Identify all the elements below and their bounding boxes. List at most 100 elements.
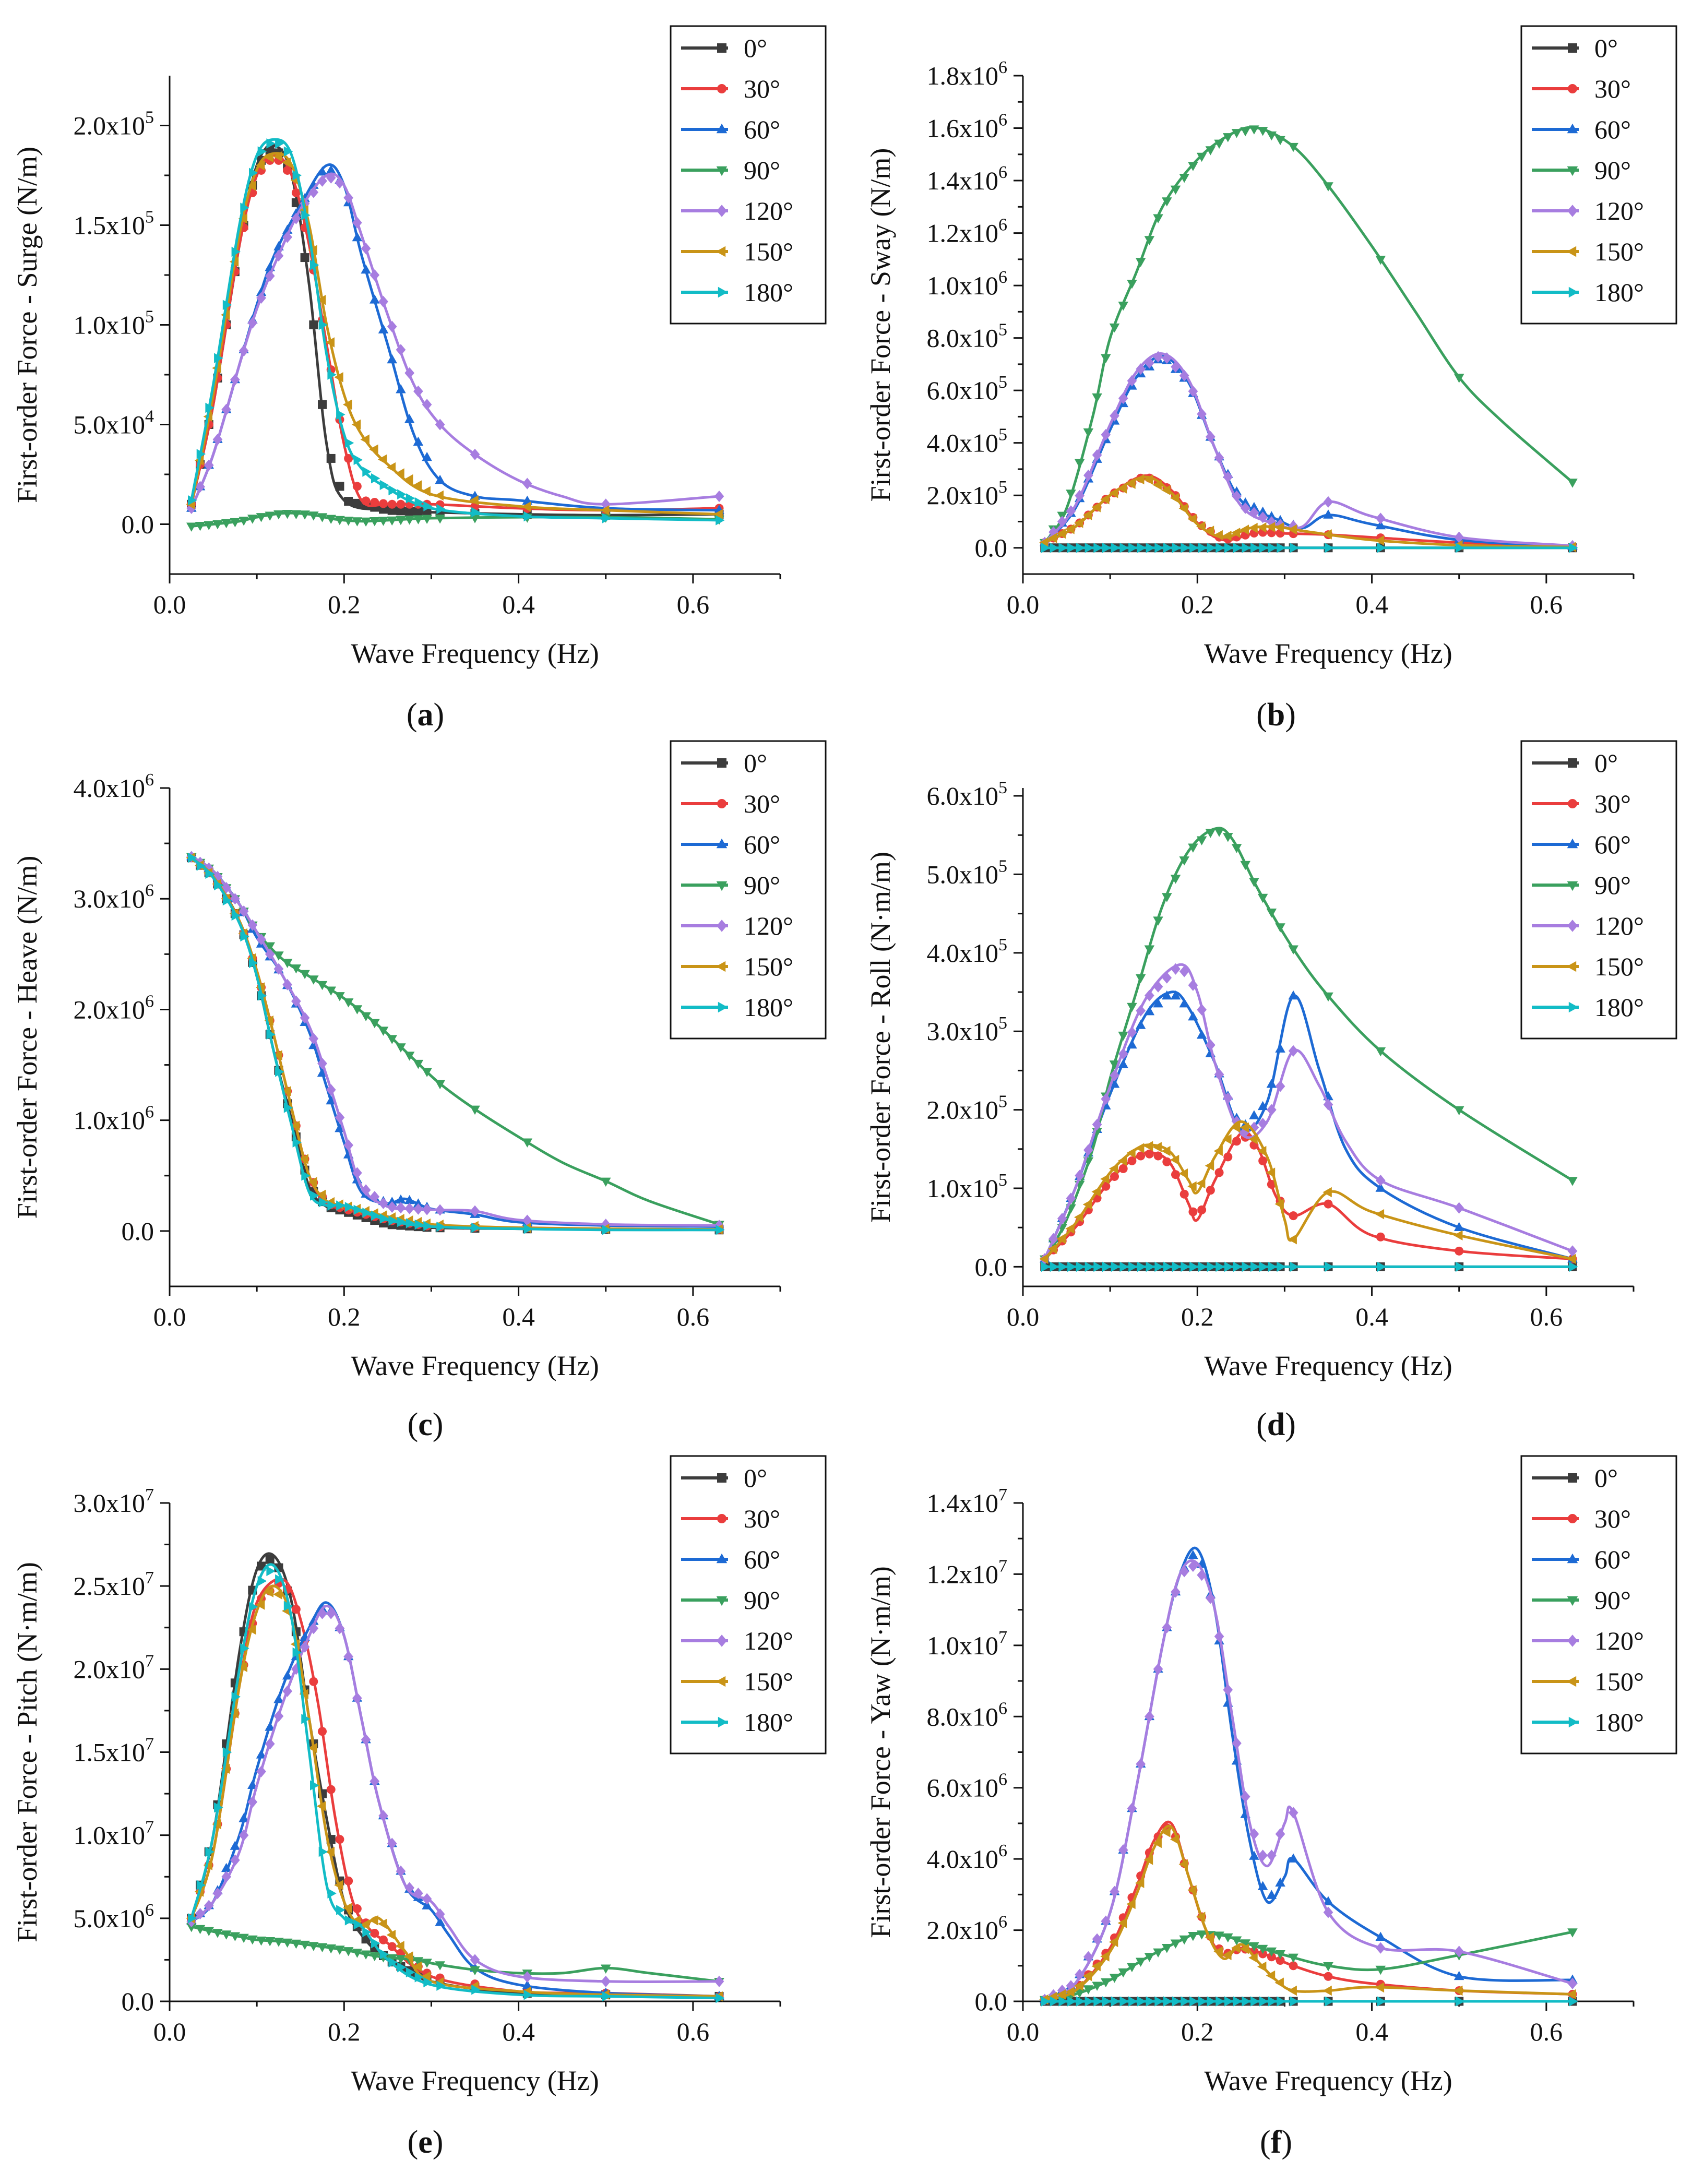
data-point [1375,1183,1386,1192]
data-point [188,495,197,506]
legend-item: 60° [681,1545,780,1574]
series-group [186,851,725,1235]
data-point [370,1775,380,1787]
legend-item: 0° [681,748,767,778]
data-point [370,294,380,304]
data-point [1170,1154,1179,1165]
series-markers [186,164,724,514]
data-point [413,1888,423,1900]
series-markers [1041,1996,1578,2007]
data-point [353,1204,363,1215]
x-tick-label: 0.2 [328,590,361,619]
data-point [1146,1996,1155,2007]
legend: 0° 30° 60° 90° 120° 150° 180° [1520,740,1677,1040]
data-point [212,1819,221,1830]
data-point [240,1643,249,1654]
series-group [186,138,725,532]
data-point [326,453,336,463]
data-point [1118,1059,1128,1068]
data-point [282,1670,293,1680]
data-point [240,931,249,942]
data-point [256,1765,266,1777]
data-point [387,516,397,526]
data-point [1198,1996,1208,2007]
data-point [282,157,291,168]
data-point [422,1068,432,1077]
data-point [1275,1950,1285,1960]
data-point [316,1189,326,1200]
data-point [1454,1202,1464,1214]
data-point [378,1810,388,1822]
data-point [404,474,413,485]
data-point [1093,1261,1103,1272]
data-point [282,510,293,519]
data-point [1057,516,1067,528]
series-line-0deg [190,856,720,1232]
data-point [188,1913,197,1924]
data-point [1118,1164,1128,1173]
data-point [1205,526,1214,536]
series-markers [1041,1261,1578,1272]
data-point [378,1197,388,1209]
legend-item: 150° [1532,952,1644,981]
data-point [1250,1261,1260,1272]
data-point [1375,1942,1386,1954]
data-point [1111,543,1121,553]
data-point [1222,1134,1232,1144]
data-point [1170,990,1181,1000]
data-point [1266,1947,1277,1957]
data-point [353,1919,363,1930]
data-point [255,1600,265,1610]
data-point [1181,1261,1190,1272]
legend-label: 0° [1594,33,1618,63]
legend-item: 150° [1532,237,1644,266]
data-point [335,1835,344,1844]
data-point [212,1888,223,1900]
data-point [351,419,361,430]
y-tick-label: 8.0x106 [927,1699,1008,1731]
data-point [361,1012,371,1021]
data-point [435,1908,445,1920]
data-point [362,467,372,477]
data-point [239,1813,249,1822]
data-point [387,1201,397,1213]
data-point [1083,428,1094,438]
data-point [204,1927,214,1936]
data-point [422,1893,432,1905]
data-point [388,1215,398,1226]
data-point [1058,543,1068,553]
legend-label: 120° [744,911,793,940]
data-point [1214,1068,1224,1080]
data-point [231,1691,241,1702]
data-point [316,295,326,305]
data-point [231,246,241,257]
data-point [352,498,362,508]
data-point [369,444,378,455]
series-line-90deg [1043,126,1574,544]
legend: 0° 30° 60° 90° 120° 150° 180° [1520,1455,1677,1755]
data-point [1118,392,1128,404]
data-point [1266,1890,1277,1899]
data-point [1196,152,1207,162]
data-point [308,975,319,985]
data-point [1205,829,1216,838]
data-point [1171,1586,1181,1598]
data-point [317,166,328,176]
data-point [1050,1996,1059,2007]
legend-marker [716,123,728,134]
data-point [229,1708,239,1718]
data-point [1162,352,1172,364]
legend-label: 30° [744,1504,780,1533]
data-point [521,502,531,512]
data-point [1118,1048,1128,1060]
data-point [600,1964,611,1974]
legend-label: 150° [1594,1667,1644,1696]
data-point [1111,1261,1121,1272]
legend: 0° 30° 60° 90° 120° 150° 180° [670,740,827,1040]
data-point [1198,543,1208,553]
data-point [422,1959,432,1968]
data-point [1231,1936,1242,1946]
data-point [1101,1915,1111,1927]
data-point [221,1871,231,1883]
data-point [326,986,336,996]
